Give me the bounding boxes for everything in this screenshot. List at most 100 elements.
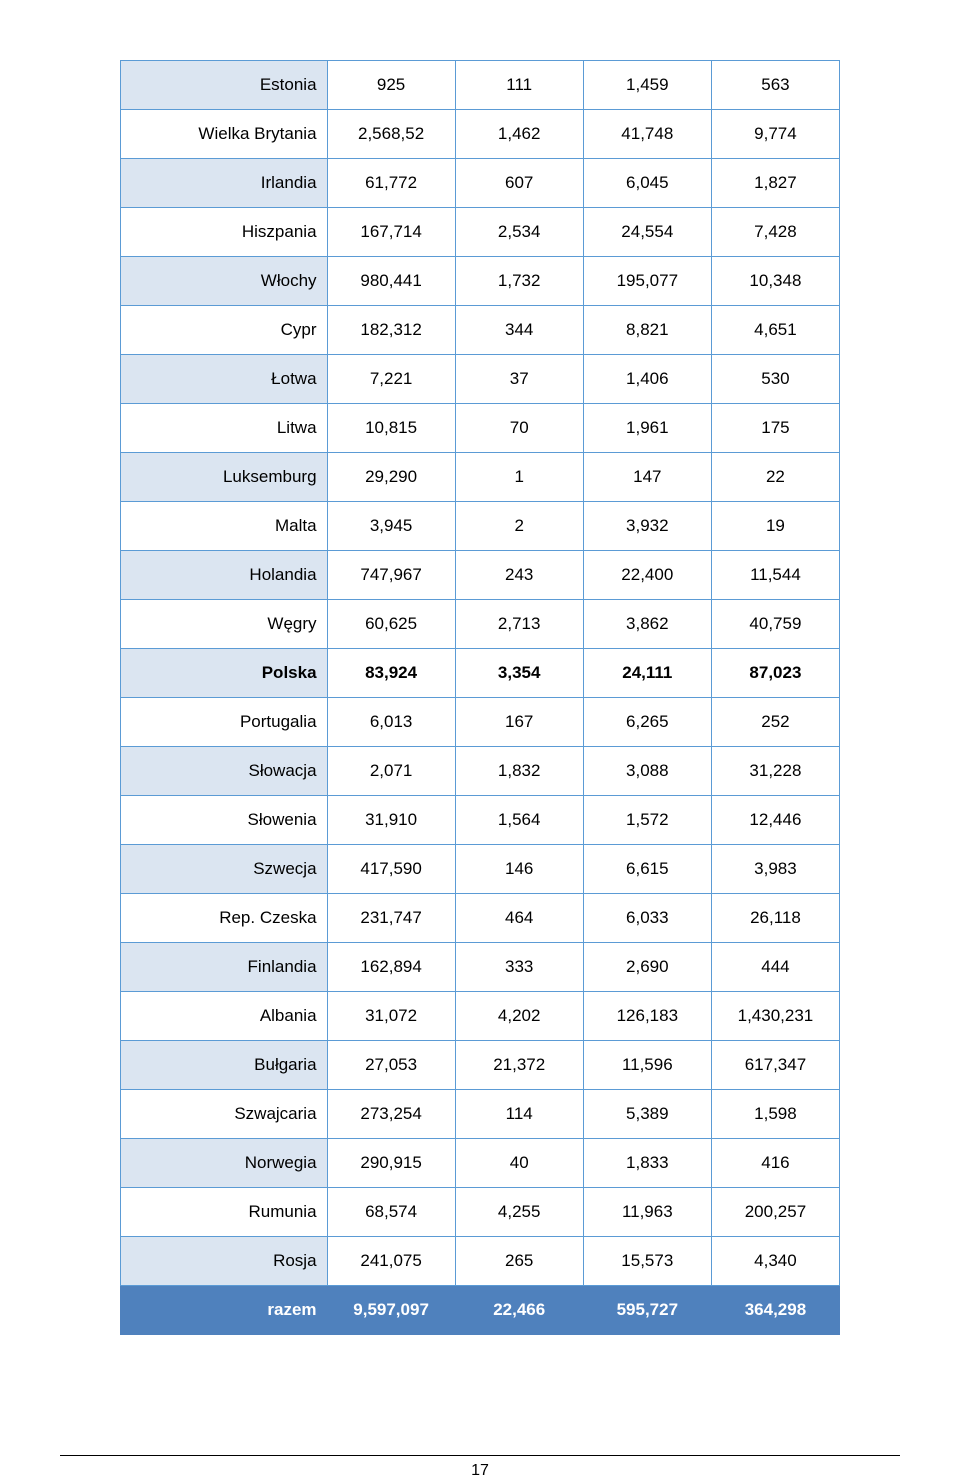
row-label: Wielka Brytania [121, 110, 328, 159]
cell-value: 24,111 [583, 649, 711, 698]
cell-value: 416 [711, 1139, 839, 1188]
row-label: Łotwa [121, 355, 328, 404]
cell-value: 530 [711, 355, 839, 404]
cell-value: 22,400 [583, 551, 711, 600]
cell-value: 2 [455, 502, 583, 551]
cell-value: 2,568,52 [327, 110, 455, 159]
row-label: Litwa [121, 404, 328, 453]
cell-value: 5,389 [583, 1090, 711, 1139]
cell-value: 60,625 [327, 600, 455, 649]
row-label: Luksemburg [121, 453, 328, 502]
table-row: Rosja241,07526515,5734,340 [121, 1237, 840, 1286]
row-label: Albania [121, 992, 328, 1041]
cell-value: 2,071 [327, 747, 455, 796]
cell-value: 563 [711, 61, 839, 110]
cell-value: 40,759 [711, 600, 839, 649]
cell-value: 175 [711, 404, 839, 453]
cell-value: 464 [455, 894, 583, 943]
row-label: Malta [121, 502, 328, 551]
table-row: Słowenia31,9101,5641,57212,446 [121, 796, 840, 845]
cell-value: 126,183 [583, 992, 711, 1041]
cell-value: 231,747 [327, 894, 455, 943]
table-row: Luksemburg29,290114722 [121, 453, 840, 502]
row-label: Słowenia [121, 796, 328, 845]
table-row: Rumunia68,5744,25511,963200,257 [121, 1188, 840, 1237]
table-row: Cypr182,3123448,8214,651 [121, 306, 840, 355]
cell-value: 61,772 [327, 159, 455, 208]
cell-value: 70 [455, 404, 583, 453]
cell-value: 7,221 [327, 355, 455, 404]
row-label: Węgry [121, 600, 328, 649]
cell-value: 333 [455, 943, 583, 992]
cell-value: 6,013 [327, 698, 455, 747]
cell-value: 444 [711, 943, 839, 992]
cell-value: 26,118 [711, 894, 839, 943]
cell-value: 147 [583, 453, 711, 502]
cell-value: 31,910 [327, 796, 455, 845]
cell-value: 68,574 [327, 1188, 455, 1237]
cell-value: 6,615 [583, 845, 711, 894]
row-label: Rep. Czeska [121, 894, 328, 943]
table-row: Szwecja417,5901466,6153,983 [121, 845, 840, 894]
cell-value: 10,815 [327, 404, 455, 453]
cell-value: 12,446 [711, 796, 839, 845]
cell-value: 162,894 [327, 943, 455, 992]
page-container: Estonia9251111,459563Wielka Brytania2,56… [0, 0, 960, 1375]
cell-value: 4,255 [455, 1188, 583, 1237]
cell-value: 344 [455, 306, 583, 355]
cell-value: 617,347 [711, 1041, 839, 1090]
total-row: razem9,597,09722,466595,727364,298 [121, 1286, 840, 1335]
cell-value: 41,748 [583, 110, 711, 159]
cell-value: 15,573 [583, 1237, 711, 1286]
row-label: Szwecja [121, 845, 328, 894]
cell-value: 1,430,231 [711, 992, 839, 1041]
cell-value: 6,033 [583, 894, 711, 943]
cell-value: 31,072 [327, 992, 455, 1041]
cell-value: 4,202 [455, 992, 583, 1041]
cell-value: 11,596 [583, 1041, 711, 1090]
cell-value: 27,053 [327, 1041, 455, 1090]
cell-value: 265 [455, 1237, 583, 1286]
cell-value: 11,544 [711, 551, 839, 600]
row-label: Holandia [121, 551, 328, 600]
cell-value: 1,833 [583, 1139, 711, 1188]
cell-value: 8,821 [583, 306, 711, 355]
table-row: Słowacja2,0711,8323,08831,228 [121, 747, 840, 796]
cell-value: 37 [455, 355, 583, 404]
total-value: 22,466 [455, 1286, 583, 1335]
total-value: 595,727 [583, 1286, 711, 1335]
page-number: 17 [0, 1462, 960, 1480]
table-row: Polska83,9243,35424,11187,023 [121, 649, 840, 698]
cell-value: 87,023 [711, 649, 839, 698]
cell-value: 3,983 [711, 845, 839, 894]
row-label: Bułgaria [121, 1041, 328, 1090]
row-label: Włochy [121, 257, 328, 306]
cell-value: 1,406 [583, 355, 711, 404]
row-label: Szwajcaria [121, 1090, 328, 1139]
cell-value: 200,257 [711, 1188, 839, 1237]
cell-value: 3,088 [583, 747, 711, 796]
row-label: Portugalia [121, 698, 328, 747]
cell-value: 29,290 [327, 453, 455, 502]
cell-value: 243 [455, 551, 583, 600]
table-row: Portugalia6,0131676,265252 [121, 698, 840, 747]
table-row: Węgry60,6252,7133,86240,759 [121, 600, 840, 649]
table-row: Włochy980,4411,732195,07710,348 [121, 257, 840, 306]
cell-value: 980,441 [327, 257, 455, 306]
data-table: Estonia9251111,459563Wielka Brytania2,56… [120, 60, 840, 1335]
table-row: Wielka Brytania2,568,521,46241,7489,774 [121, 110, 840, 159]
table-row: Finlandia162,8943332,690444 [121, 943, 840, 992]
footer-rule [60, 1455, 900, 1456]
cell-value: 167,714 [327, 208, 455, 257]
cell-value: 1 [455, 453, 583, 502]
cell-value: 111 [455, 61, 583, 110]
row-label: Estonia [121, 61, 328, 110]
cell-value: 9,774 [711, 110, 839, 159]
cell-value: 40 [455, 1139, 583, 1188]
cell-value: 273,254 [327, 1090, 455, 1139]
cell-value: 4,340 [711, 1237, 839, 1286]
cell-value: 3,862 [583, 600, 711, 649]
cell-value: 241,075 [327, 1237, 455, 1286]
cell-value: 11,963 [583, 1188, 711, 1237]
total-value: 9,597,097 [327, 1286, 455, 1335]
